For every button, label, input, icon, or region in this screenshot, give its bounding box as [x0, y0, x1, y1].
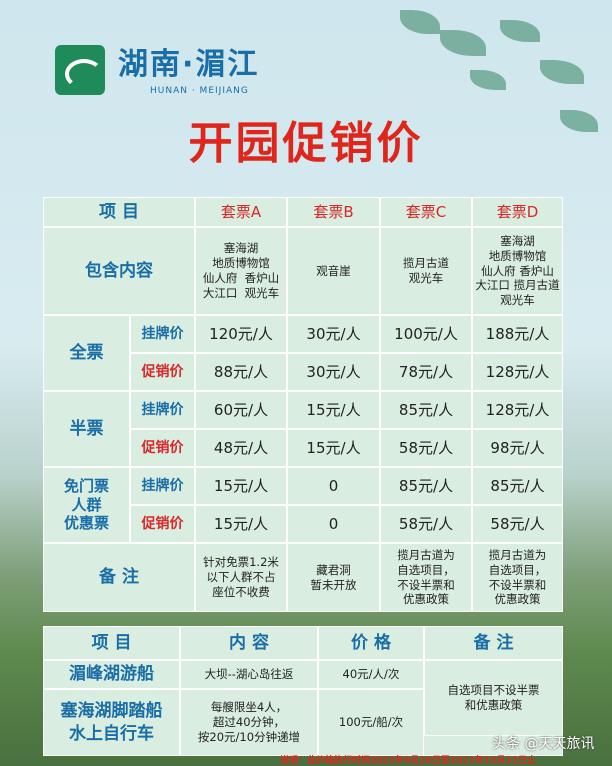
- list-price-label: 挂牌价: [130, 391, 195, 429]
- leaf-decoration: [400, 10, 440, 34]
- price-cell: 78元/人: [380, 353, 472, 391]
- contents-label: 包含内容: [43, 227, 195, 315]
- validity-note: 说明：此价格执行时间2021年9月26日至2021年10月31日止: [280, 756, 536, 766]
- price-cell: 58元/人: [380, 505, 472, 543]
- price-cell: 98元/人: [472, 429, 563, 467]
- group-label: 免门票 人群 优惠票: [43, 467, 130, 543]
- extra-header: 价 格: [318, 626, 424, 660]
- contents-cell: 塞海湖 地质博物馆 仙人府 香炉山 大江口 揽月古道 观光车: [472, 227, 563, 315]
- watermark: 头条 @天天旅讯: [492, 736, 595, 752]
- leaf-decoration: [440, 30, 486, 56]
- leaf-decoration: [540, 60, 584, 84]
- extra-item: 湄峰湖游船: [43, 660, 180, 689]
- extra-header: 项 目: [43, 626, 180, 660]
- contents-cell: 塞海湖 地质博物馆 仙人府 香炉山 大江口 观光车: [195, 227, 287, 315]
- price-cell: 85元/人: [380, 391, 472, 429]
- price-cell: 15元/人: [287, 429, 380, 467]
- brand-name-en: HUNAN · MEIJIANG: [150, 86, 249, 96]
- extra-content: 每艘限坐4人， 超过40分钟， 按20元/10分钟递增: [180, 689, 318, 756]
- header-item: 项 目: [43, 197, 195, 227]
- header-package: 套票C: [380, 197, 472, 227]
- list-price-label: 挂牌价: [130, 467, 195, 505]
- price-cell: 60元/人: [195, 391, 287, 429]
- contents-cell: 揽月古道 观光车: [380, 227, 472, 315]
- extra-content: 大坝--湖心岛往返: [180, 660, 318, 689]
- price-cell: 88元/人: [195, 353, 287, 391]
- price-cell: 15元/人: [195, 505, 287, 543]
- group-label: 全票: [43, 315, 130, 391]
- price-cell: 15元/人: [195, 467, 287, 505]
- price-cell: 0: [287, 505, 380, 543]
- price-cell: 85元/人: [472, 467, 563, 505]
- extra-table: [43, 626, 563, 756]
- price-cell: 0: [287, 467, 380, 505]
- brand-name: 湖南·湄江: [118, 47, 260, 82]
- remarks-cell: 藏君洞 暂未开放: [287, 543, 380, 612]
- extra-remark: 自选项目不设半票 和优惠政策: [424, 660, 563, 736]
- header-package: 套票A: [195, 197, 287, 227]
- price-cell: 48元/人: [195, 429, 287, 467]
- price-cell: 128元/人: [472, 391, 563, 429]
- price-cell: 58元/人: [472, 505, 563, 543]
- leaf-decoration: [500, 20, 540, 42]
- remarks-cell: 揽月古道为 自选项目， 不设半票和 优惠政策: [380, 543, 472, 612]
- price-cell: 15元/人: [287, 391, 380, 429]
- promo-label: 促销价: [130, 353, 195, 391]
- promo-label: 促销价: [130, 429, 195, 467]
- header-package: 套票D: [472, 197, 563, 227]
- price-cell: 100元/人: [380, 315, 472, 353]
- extra-header: 内 容: [180, 626, 318, 660]
- poster-title: 开园促销价: [188, 118, 424, 169]
- leaf-decoration: [470, 70, 506, 90]
- extra-header: 备 注: [424, 626, 563, 660]
- group-label: 半票: [43, 391, 130, 467]
- extra-item: 塞海湖脚踏船 水上自行车: [43, 689, 180, 756]
- price-cell: 128元/人: [472, 353, 563, 391]
- remarks-cell: 揽月古道为 自选项目， 不设半票和 优惠政策: [472, 543, 563, 612]
- extra-price: 100元/船/次: [318, 689, 424, 756]
- price-cell: 188元/人: [472, 315, 563, 353]
- header-package: 套票B: [287, 197, 380, 227]
- logo-icon: [55, 45, 105, 95]
- remarks-cell: 针对免票1.2米 以下人群不占 座位不收费: [195, 543, 287, 612]
- extra-price: 40元/人/次: [318, 660, 424, 689]
- contents-cell: 观音崖: [287, 227, 380, 315]
- remarks-label: 备 注: [43, 543, 195, 612]
- leaf-decoration: [560, 110, 598, 132]
- price-cell: 30元/人: [287, 315, 380, 353]
- list-price-label: 挂牌价: [130, 315, 195, 353]
- promo-label: 促销价: [130, 505, 195, 543]
- price-cell: 58元/人: [380, 429, 472, 467]
- price-cell: 30元/人: [287, 353, 380, 391]
- price-cell: 120元/人: [195, 315, 287, 353]
- price-cell: 85元/人: [380, 467, 472, 505]
